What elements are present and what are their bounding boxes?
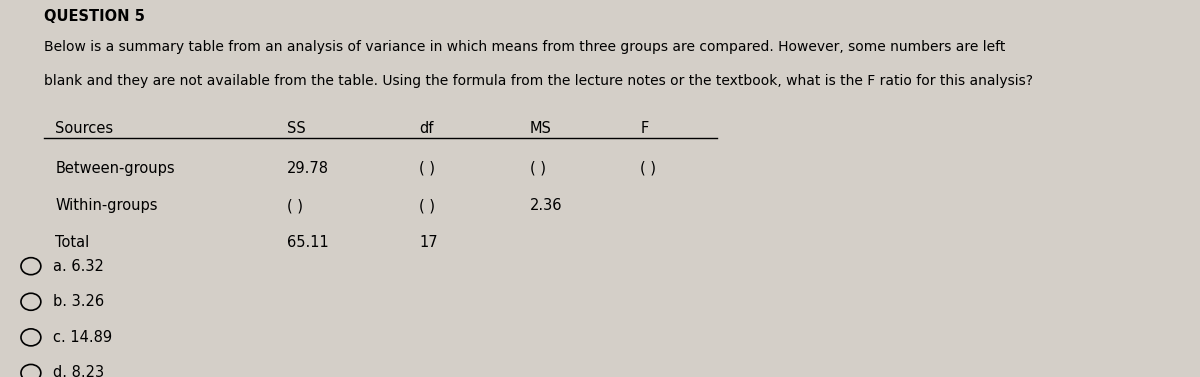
Text: Below is a summary table from an analysis of variance in which means from three : Below is a summary table from an analysi… [44, 40, 1006, 54]
Text: c. 14.89: c. 14.89 [53, 330, 112, 345]
Text: SS: SS [287, 121, 306, 136]
Text: MS: MS [530, 121, 552, 136]
Text: ( ): ( ) [530, 161, 546, 176]
Text: blank and they are not available from the table. Using the formula from the lect: blank and they are not available from th… [44, 74, 1033, 88]
Text: ( ): ( ) [420, 198, 436, 213]
Text: Within-groups: Within-groups [55, 198, 157, 213]
Text: d. 8.23: d. 8.23 [53, 365, 104, 377]
Text: ( ): ( ) [287, 198, 302, 213]
Text: 2.36: 2.36 [530, 198, 563, 213]
Text: QUESTION 5: QUESTION 5 [44, 9, 145, 24]
Text: b. 3.26: b. 3.26 [53, 294, 104, 309]
Text: Total: Total [55, 235, 90, 250]
Text: a. 6.32: a. 6.32 [53, 259, 104, 274]
Text: 65.11: 65.11 [287, 235, 329, 250]
Text: 17: 17 [420, 235, 438, 250]
Text: ( ): ( ) [641, 161, 656, 176]
Text: Between-groups: Between-groups [55, 161, 175, 176]
Text: df: df [420, 121, 434, 136]
Text: F: F [641, 121, 648, 136]
Text: ( ): ( ) [420, 161, 436, 176]
Text: 29.78: 29.78 [287, 161, 329, 176]
Text: Sources: Sources [55, 121, 113, 136]
